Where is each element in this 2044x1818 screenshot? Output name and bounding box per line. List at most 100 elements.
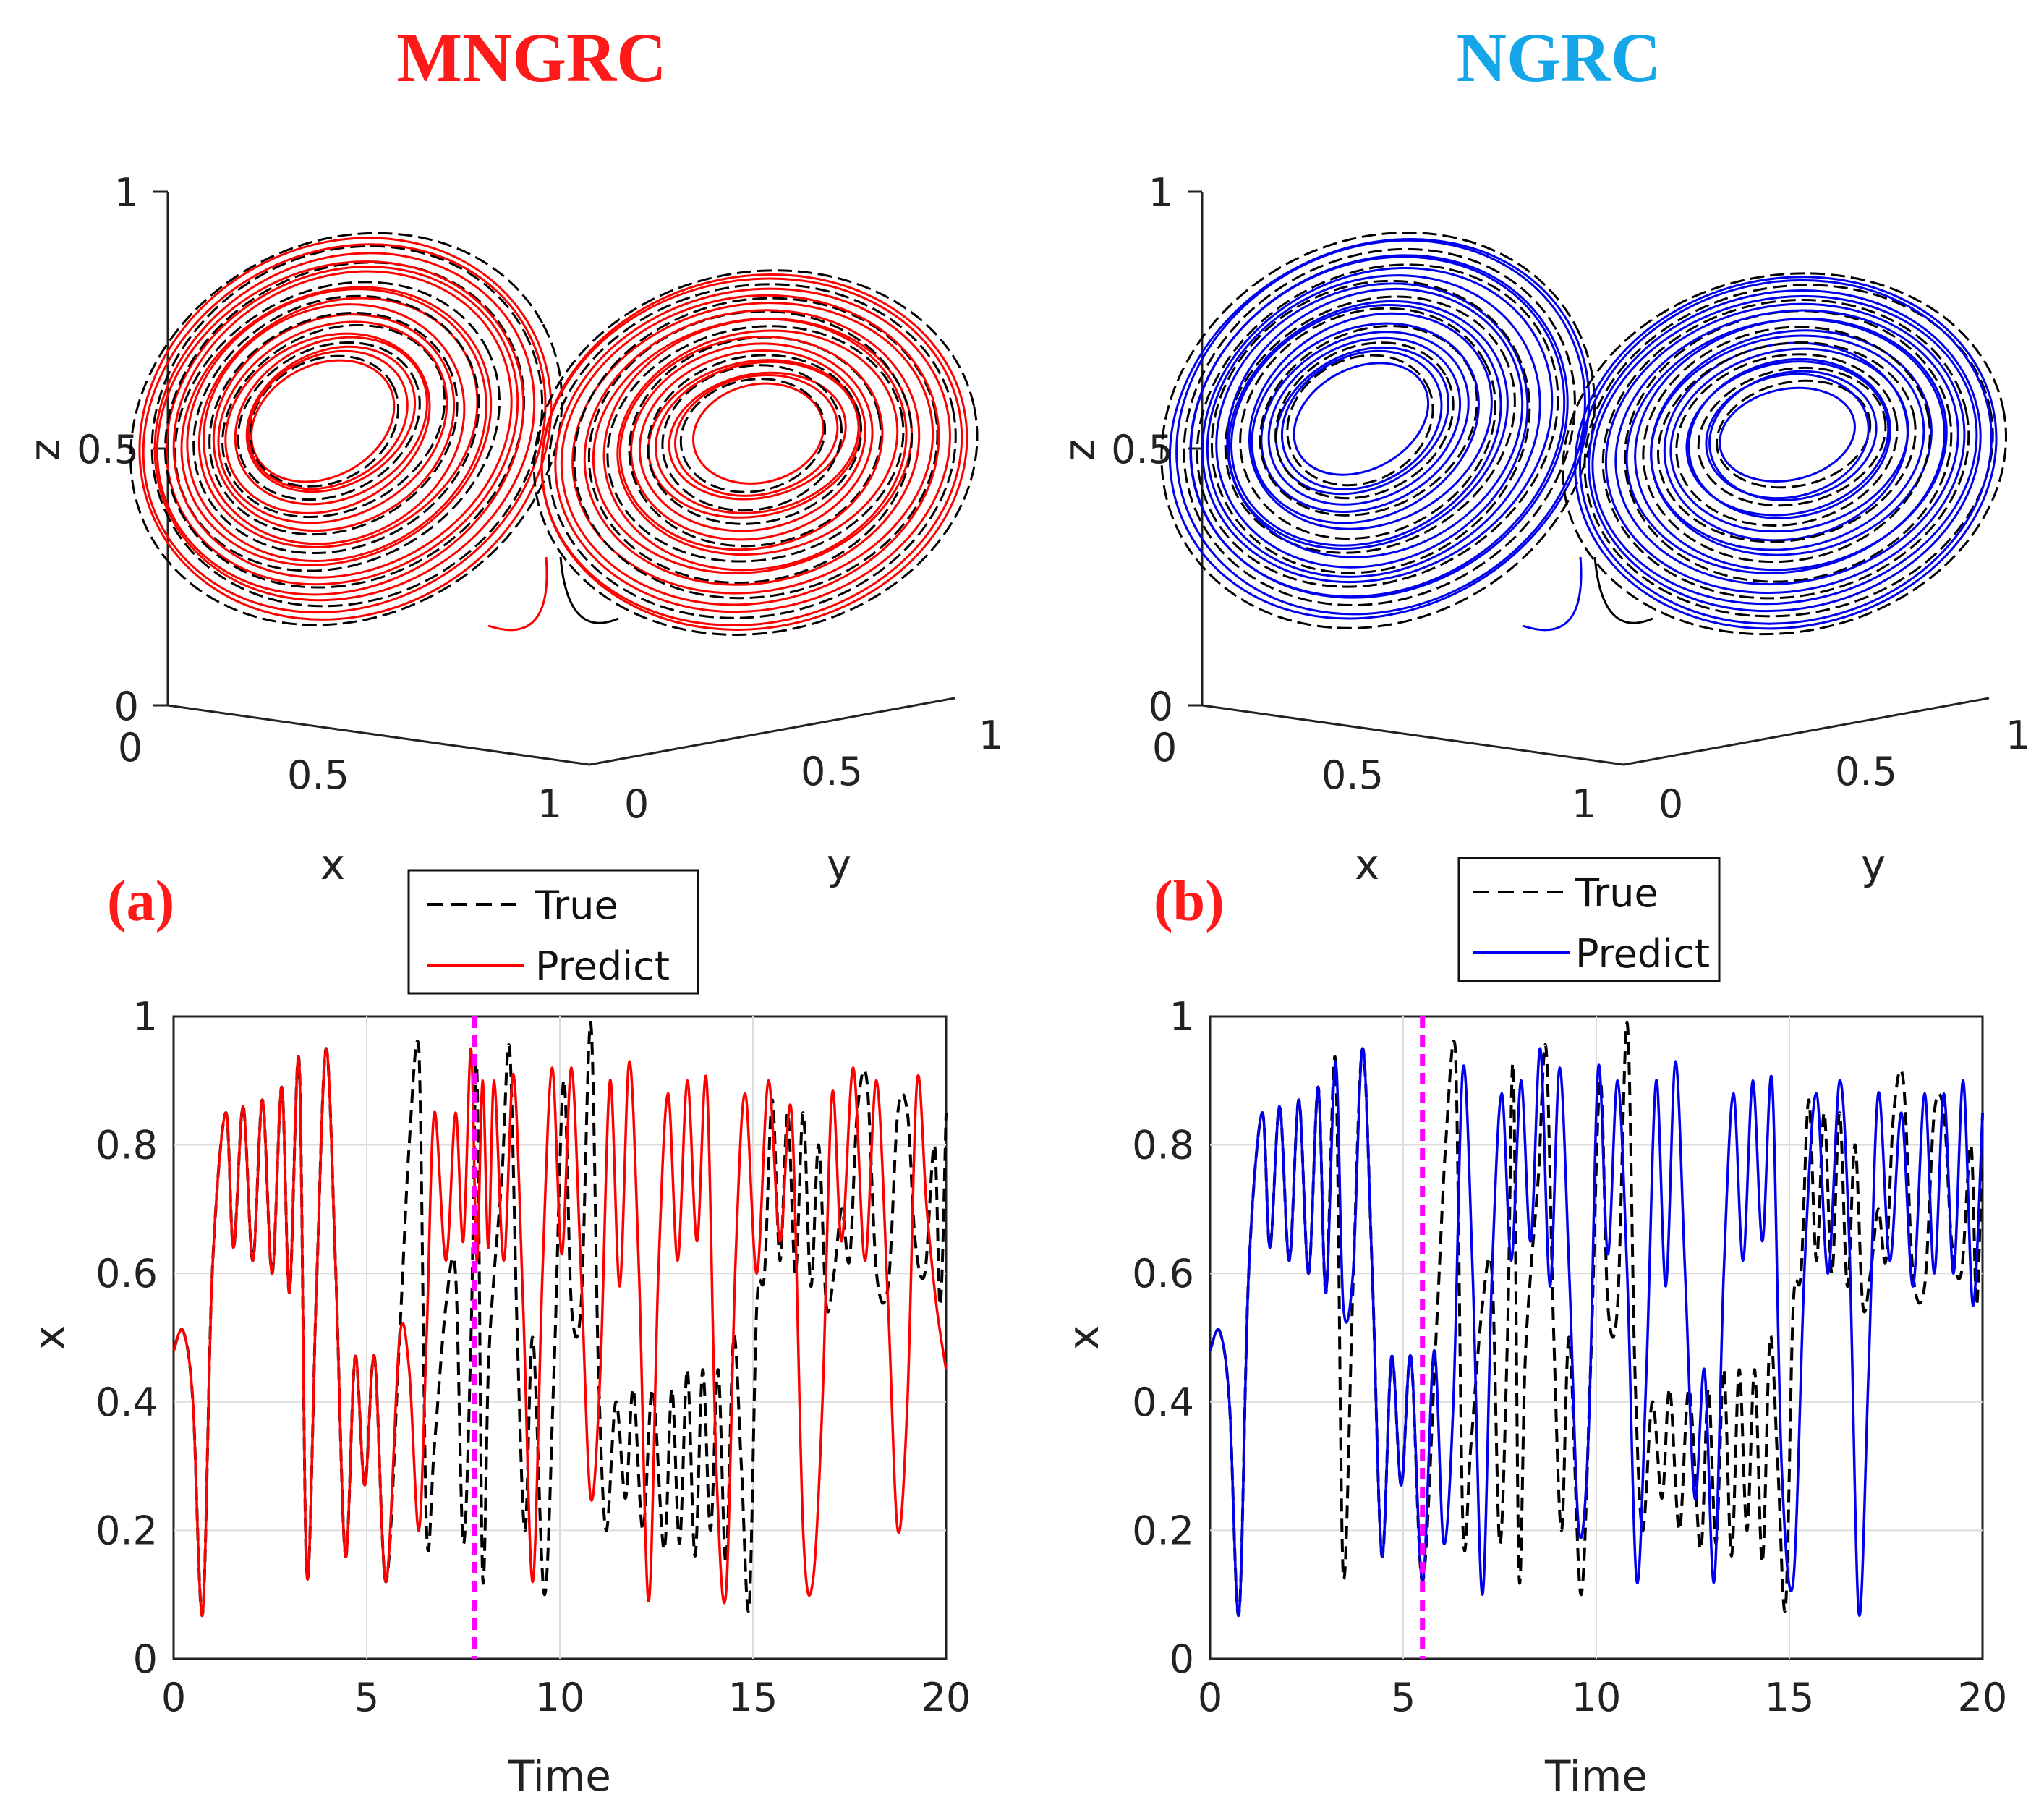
trajectory-true [237,341,421,501]
trajectory-true [1601,298,1970,600]
trajectory-predict [138,237,553,621]
y-tick-label: 0.4 [1132,1380,1194,1425]
trajectory-true [1274,341,1455,500]
z-tick-0: 0 [114,684,139,729]
trajectory-predict [1274,346,1450,496]
trajectory-predict [1591,294,1978,606]
trajectory-predict [186,288,487,562]
trajectory-predict [212,313,456,532]
trajectory-predict [1226,287,1524,558]
trajectory-true [606,325,905,563]
trajectory-predict [1708,370,1878,501]
trajectory-true [1210,279,1531,574]
z-tick-0: 0 [1149,684,1173,729]
y-axis-label: y [827,840,851,889]
trajectory-true [1286,354,1434,487]
x-tick-1: 1 [1572,781,1596,827]
trajectory-predict [560,294,940,606]
y-tick-label: 0 [133,1636,158,1682]
trajectory-true [532,269,979,636]
trajectory-true [573,297,939,600]
trajectory-true [150,245,544,608]
trajectory-predict [1293,362,1430,476]
y-tick-label: 0 [1170,1636,1194,1682]
trajectory-predict [156,260,525,596]
x-tick-label: 0 [161,1675,186,1720]
trajectory-predict [250,359,396,483]
x-axis-label: x [1355,840,1379,889]
trajectory-predict [1260,331,1470,513]
trajectory-predict [1579,279,1993,625]
trajectory-true [192,294,480,554]
trajectory-true [1239,307,1497,540]
y-tick-label: 0.4 [95,1380,158,1425]
trajectory-predict [203,303,466,545]
trajectory-predict [142,243,547,614]
x-tick-label: 5 [354,1675,379,1720]
trajectory-predict [1280,349,1443,490]
panel-b: NGRC 1 0.5 0 0 0.5 1 0 0.5 1 x y z (b) [1055,19,2030,1801]
trajectory-true [1593,556,1653,624]
panel-label: (b) [1154,870,1225,933]
x-axis-label: x [320,840,345,889]
ticks: 0 5 10 15 20 0 0.2 0.4 0.6 0.8 1 [1132,994,2007,1720]
y-tick-label: 0.2 [95,1508,158,1553]
trajectory-predict [234,336,428,506]
trajectory-true [248,354,400,488]
trajectory-predict [1719,386,1856,483]
x-tick-label: 20 [921,1675,971,1720]
x-tick-05: 0.5 [1321,752,1384,798]
trajectory-true [1623,310,1953,583]
y-tick-label: 0.2 [1132,1508,1194,1553]
timeseries-plot: 0 5 10 15 20 0 0.2 0.4 0.6 0.8 1 Time x [1059,994,2007,1801]
trajectory-true [548,283,957,619]
trajectory-predict [245,345,417,493]
series-group [1209,1021,1984,1618]
legend: True Predict [1457,857,1721,982]
trajectory-predict [1705,373,1870,500]
z-tick-05: 0.5 [77,427,139,472]
trajectory-true [1160,231,1596,629]
trajectory-predict [655,360,860,514]
x-tick-05: 0.5 [287,752,349,798]
attractor-trajectories [129,232,979,636]
z-axis-label: z [1055,439,1104,461]
y-tick-label: 0.6 [1132,1251,1194,1296]
trajectory-predict [1267,336,1462,506]
attractor-axes [1188,190,1990,766]
trajectory-predict [1685,360,1890,517]
trajectory-predict [1687,357,1891,519]
trajectory-predict [668,371,847,501]
method-title: MNGRC [396,19,666,96]
trajectory-predict [692,382,825,485]
trajectory-predict [217,320,448,524]
series-predict [172,1047,948,1617]
trajectory-true [559,556,619,624]
trajectory-true [174,281,501,572]
trajectory-predict [1201,267,1554,584]
trajectory-true [1583,284,1994,618]
attractor-trajectories [1160,231,2008,636]
xlabel: Time [508,1751,611,1801]
trajectory-true [163,261,526,589]
trajectory-predict [638,349,866,532]
panel-label: (a) [107,870,174,933]
trajectory-true [129,232,563,626]
trajectory-predict [1604,302,1966,595]
y-axis-label: y [1861,840,1886,889]
grid [1210,1016,1983,1659]
y-tick-label: 1 [133,994,158,1040]
trajectory-predict [1614,309,1959,586]
trajectory-predict [1230,304,1502,547]
x-tick-label: 10 [535,1675,585,1720]
y-tick-05: 0.5 [1835,749,1897,794]
trajectory-predict [1248,312,1493,530]
trajectory-predict [1215,282,1529,569]
x-tick-label: 15 [728,1675,778,1720]
trajectory-predict [487,556,548,632]
x-tick-label: 15 [1765,1675,1815,1720]
attractor-axes [153,190,955,766]
y-tick-1: 1 [979,713,1003,758]
trajectory-predict [1168,238,1591,620]
